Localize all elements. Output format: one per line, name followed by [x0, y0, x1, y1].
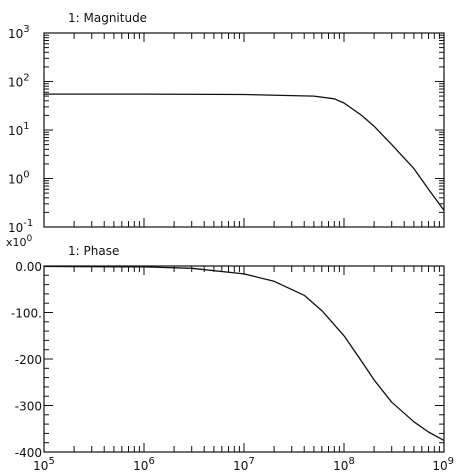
x-tick-label-base: 10 — [33, 459, 48, 473]
y-tick-label-exp: 3 — [23, 24, 29, 35]
y-tick-label: 0.00 — [15, 260, 42, 274]
magnitude-panel: 1: Magnitude — [43, 11, 445, 228]
y-tick-label-exp: 1 — [23, 121, 29, 132]
x-tick-label-exp: 9 — [448, 456, 454, 467]
y-multiplier-exp: 0 — [27, 234, 33, 244]
x-tick-label-base: 10 — [233, 459, 248, 473]
x-tick-label-base: 10 — [333, 459, 348, 473]
y-tick-label-base: 10 — [8, 76, 23, 90]
y-tick-label: 10-1 — [8, 218, 33, 235]
plot-title: 1: Magnitude — [68, 11, 147, 25]
y-tick-label-base: 10 — [8, 124, 23, 138]
x-tick-label-exp: 5 — [48, 456, 54, 467]
y-tick-label: 102 — [8, 73, 30, 90]
y-tick-label: 101 — [8, 121, 30, 138]
y-tick-label: -200 — [15, 353, 42, 367]
plot-frame — [43, 265, 445, 453]
series-line — [43, 265, 445, 441]
y-tick-label-base: 10 — [8, 221, 23, 235]
y-tick-label-base: 10 — [8, 173, 23, 187]
y-tick-label: 103 — [8, 24, 30, 41]
y-tick-label-exp: 2 — [23, 73, 29, 84]
x-tick-label: 109 — [432, 456, 454, 473]
y-multiplier-label: x100 — [6, 234, 33, 249]
x-tick-label-base: 10 — [432, 459, 447, 473]
y-tick-label-exp: 0 — [23, 170, 29, 181]
plot-frame — [43, 32, 445, 228]
y-multiplier-prefix: x10 — [6, 236, 27, 249]
y-tick-label: -400 — [15, 446, 42, 460]
x-tick-label-exp: 6 — [148, 456, 154, 467]
x-tick-label-exp: 7 — [248, 456, 254, 467]
y-tick-label-base: 10 — [8, 27, 23, 41]
phase-panel: 0.00 -100. -200 -300 -400 x100 1: Phase — [6, 234, 445, 460]
plot-title: 1: Phase — [68, 244, 119, 258]
x-tick-label: 108 — [333, 456, 355, 473]
x-tick-label: 105 — [33, 456, 55, 473]
series-line — [44, 93, 445, 211]
y-tick-label: 100 — [8, 170, 30, 187]
y-tick-label: -300 — [15, 400, 42, 414]
x-tick-label: 106 — [133, 456, 155, 473]
y-tick-label-exp: -1 — [23, 218, 33, 229]
x-tick-label-base: 10 — [133, 459, 148, 473]
x-tick-label: 107 — [233, 456, 255, 473]
x-tick-label-exp: 8 — [348, 456, 354, 467]
y-tick-label: -100. — [11, 307, 42, 321]
